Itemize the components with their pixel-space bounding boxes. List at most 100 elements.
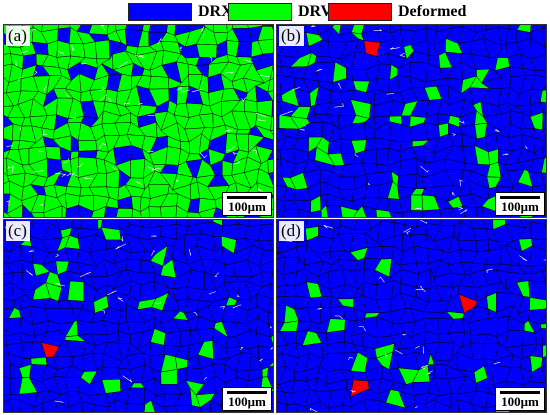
grain xyxy=(59,308,75,325)
low-angle-boundary xyxy=(11,166,14,173)
panel-letter: (c) xyxy=(6,221,30,241)
low-angle-boundary xyxy=(111,166,119,172)
scale-bar: 100μm xyxy=(222,192,272,216)
low-angle-boundary xyxy=(118,61,128,69)
low-angle-boundary xyxy=(122,375,133,383)
grain xyxy=(257,25,273,41)
legend-item-deformed: Deformed xyxy=(328,3,466,21)
grain xyxy=(528,245,546,267)
low-angle-boundary xyxy=(214,272,219,277)
grain xyxy=(115,208,133,217)
grain xyxy=(143,399,156,412)
low-angle-boundary xyxy=(354,152,359,157)
low-angle-boundary xyxy=(309,408,318,412)
low-angle-boundary xyxy=(402,333,407,336)
scale-bar-label: 100μm xyxy=(501,394,539,409)
grain xyxy=(267,298,273,314)
grain xyxy=(130,158,146,179)
low-angle-boundary xyxy=(270,346,273,350)
low-angle-boundary xyxy=(257,119,266,122)
grain xyxy=(94,39,111,60)
grain xyxy=(378,400,387,412)
grain xyxy=(411,402,429,412)
low-angle-boundary xyxy=(232,304,242,309)
low-angle-boundary xyxy=(99,86,105,91)
grain xyxy=(338,176,355,190)
grain xyxy=(173,405,193,412)
grain xyxy=(295,403,309,412)
low-angle-boundary xyxy=(452,133,456,136)
grain xyxy=(89,88,107,102)
grain xyxy=(398,157,418,177)
grain-map-b xyxy=(277,25,546,217)
grain xyxy=(542,27,546,48)
low-angle-boundary xyxy=(252,149,257,154)
grain xyxy=(267,149,273,161)
low-angle-boundary xyxy=(99,142,107,149)
grain xyxy=(388,211,403,217)
panel-c: (c) 100μm xyxy=(3,219,274,413)
low-angle-boundary xyxy=(415,405,418,408)
grain xyxy=(53,398,74,412)
low-angle-boundary xyxy=(57,51,65,56)
low-angle-boundary xyxy=(33,70,38,75)
grain xyxy=(148,76,170,90)
low-angle-boundary xyxy=(77,162,84,168)
low-angle-boundary xyxy=(200,26,205,33)
grain xyxy=(268,172,273,186)
low-angle-boundary xyxy=(280,110,293,116)
grain xyxy=(530,221,546,240)
low-angle-boundary xyxy=(31,29,37,32)
grain xyxy=(4,399,14,412)
scale-bar-line xyxy=(227,196,267,199)
low-angle-boundary xyxy=(292,87,301,92)
low-angle-boundary xyxy=(350,390,356,393)
low-angle-boundary xyxy=(79,271,91,278)
grain xyxy=(529,297,546,311)
grain xyxy=(91,206,107,217)
low-angle-boundary xyxy=(54,283,66,287)
low-angle-boundary xyxy=(236,294,240,297)
grain xyxy=(243,99,258,113)
grain xyxy=(468,402,487,412)
grain xyxy=(45,146,62,161)
grain xyxy=(269,65,273,80)
grain xyxy=(541,157,546,174)
legend-item-drx: DRX xyxy=(128,3,233,21)
grain xyxy=(139,206,150,217)
low-angle-boundary xyxy=(199,151,207,159)
grain xyxy=(528,365,546,384)
low-angle-boundary xyxy=(457,206,464,211)
grain xyxy=(81,400,95,412)
grain xyxy=(267,229,273,242)
grain xyxy=(270,130,273,136)
grain xyxy=(385,402,406,412)
scale-bar: 100μm xyxy=(495,192,545,216)
grain xyxy=(165,146,182,166)
grain xyxy=(531,54,546,71)
grain-map-c xyxy=(4,220,273,412)
grain xyxy=(4,211,11,217)
grain xyxy=(539,313,546,325)
grain xyxy=(267,311,273,326)
grain xyxy=(42,399,59,412)
grain xyxy=(544,46,546,53)
panel-letter: (b) xyxy=(279,26,304,46)
low-angle-boundary xyxy=(100,94,107,101)
grain xyxy=(125,403,146,412)
scale-bar-line xyxy=(500,391,540,394)
low-angle-boundary xyxy=(389,47,400,50)
grain xyxy=(540,323,546,329)
low-angle-boundary xyxy=(225,129,233,132)
grain xyxy=(236,41,253,58)
low-angle-boundary xyxy=(259,74,270,78)
low-angle-boundary xyxy=(134,55,144,58)
grain xyxy=(476,205,485,217)
low-angle-boundary xyxy=(154,302,162,305)
grain xyxy=(277,401,288,412)
panel-b: (b) 100μm xyxy=(276,24,547,218)
low-angle-boundary xyxy=(115,243,126,250)
low-angle-boundary xyxy=(334,315,343,320)
grain xyxy=(541,83,546,91)
low-angle-boundary xyxy=(62,158,70,164)
